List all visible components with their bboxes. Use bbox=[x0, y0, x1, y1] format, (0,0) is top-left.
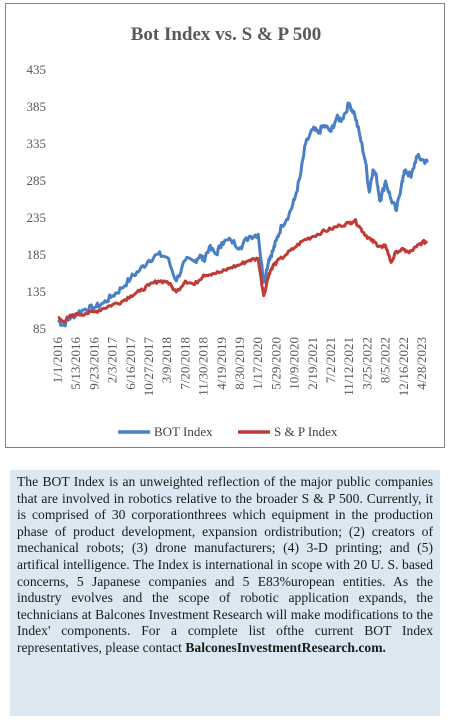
x-tick-label: 9/23/2016 bbox=[86, 337, 101, 390]
legend-label: BOT Index bbox=[154, 424, 213, 439]
x-tick-label: 7/2/2021 bbox=[323, 337, 338, 383]
series-line-bot-index bbox=[56, 101, 429, 328]
x-tick-label: 8/30/2019 bbox=[232, 337, 247, 390]
x-tick-label: 4/19/2019 bbox=[214, 337, 229, 390]
x-tick-label: 11/30/2018 bbox=[196, 337, 211, 396]
x-tick-label: 4/28/2023 bbox=[414, 337, 429, 390]
y-tick-label: 285 bbox=[27, 173, 47, 188]
x-tick-label: 11/12/2021 bbox=[341, 337, 356, 396]
x-tick-label: 2/19/2021 bbox=[305, 337, 320, 390]
x-tick-label: 1/1/2016 bbox=[50, 337, 65, 384]
y-tick-label: 335 bbox=[27, 136, 47, 151]
y-tick-label: 235 bbox=[27, 210, 47, 225]
line-chart: Bot Index vs. S & P 500 85 135 185 235 285 33… bbox=[27, 24, 430, 439]
contact-link[interactable]: BalconesInvestmentResearch.com. bbox=[185, 639, 386, 655]
x-tick-label: 5/29/2020 bbox=[268, 337, 283, 390]
series-layer bbox=[56, 101, 429, 328]
series-line-sp-index bbox=[57, 218, 429, 324]
y-tick-label: 85 bbox=[33, 321, 46, 336]
x-axis: 1/1/2016 5/13/2016 9/23/2016 2/3/2017 6/16/2… bbox=[50, 337, 429, 397]
x-tick-label: 6/16/2017 bbox=[123, 337, 138, 390]
x-tick-label: 7/20/2018 bbox=[177, 337, 192, 390]
x-tick-label: 12/16/2022 bbox=[396, 337, 411, 396]
y-tick-label: 385 bbox=[27, 99, 47, 114]
legend: BOT Index S & P Index bbox=[118, 424, 338, 439]
chart-title: Bot Index vs. S & P 500 bbox=[131, 24, 322, 45]
x-tick-label: 8/5/2022 bbox=[378, 337, 393, 383]
y-axis: 85 135 185 235 285 335 385 435 bbox=[27, 62, 47, 336]
description-text: The BOT Index is an unweighted reflectio… bbox=[17, 474, 433, 655]
y-tick-label: 435 bbox=[27, 62, 47, 77]
chart-container: Bot Index vs. S & P 500 85 135 185 235 285 33… bbox=[5, 3, 445, 448]
x-tick-label: 1/17/2020 bbox=[250, 337, 265, 390]
x-tick-label: 3/9/2018 bbox=[159, 337, 174, 383]
x-tick-label: 5/13/2016 bbox=[68, 337, 83, 390]
x-tick-label: 10/9/2020 bbox=[287, 337, 302, 390]
legend-label: S & P Index bbox=[274, 424, 338, 439]
y-tick-label: 135 bbox=[27, 284, 47, 299]
x-tick-label: 2/3/2017 bbox=[105, 337, 120, 384]
y-tick-label: 185 bbox=[27, 247, 47, 262]
x-tick-label: 3/25/2022 bbox=[359, 337, 374, 390]
description-panel: The BOT Index is an unweighted reflectio… bbox=[10, 470, 440, 716]
x-tick-label: 10/27/2017 bbox=[141, 337, 156, 397]
